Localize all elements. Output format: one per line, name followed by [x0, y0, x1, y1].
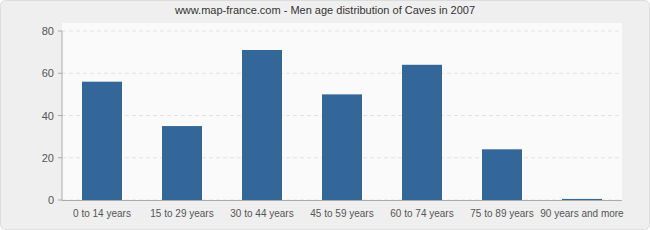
tick-mark: [58, 31, 62, 32]
bar: [162, 126, 202, 200]
bar: [402, 65, 442, 200]
category-label: 90 years and more: [540, 208, 624, 219]
bar: [322, 94, 362, 200]
bar: [482, 149, 522, 200]
tick-label: 40: [42, 110, 54, 122]
category-label: 75 to 89 years: [470, 208, 533, 219]
tick-mark: [58, 200, 62, 201]
tick-label: 80: [42, 25, 54, 37]
y-axis: [62, 31, 63, 200]
background: [1, 1, 650, 230]
category-label: 60 to 74 years: [390, 208, 453, 219]
bar: [242, 50, 282, 200]
bar: [82, 82, 122, 200]
grid-line: [62, 73, 622, 74]
bar: [562, 199, 602, 200]
tick-label: 0: [48, 194, 54, 206]
chart-container: www.map-france.com - Men age distributio…: [0, 0, 650, 230]
tick-label: 20: [42, 152, 54, 164]
tick-mark: [58, 157, 62, 158]
chart: www.map-france.com - Men age distributio…: [0, 0, 650, 230]
category-label: 0 to 14 years: [73, 208, 131, 219]
grid-line: [62, 31, 622, 32]
tick-mark: [58, 73, 62, 74]
tick-label: 60: [42, 67, 54, 79]
x-axis: [62, 200, 622, 201]
tick-mark: [58, 115, 62, 116]
plot-area: [62, 23, 622, 200]
category-label: 30 to 44 years: [230, 208, 293, 219]
category-label: 45 to 59 years: [310, 208, 373, 219]
title: www.map-france.com - Men age distributio…: [174, 4, 475, 16]
category-label: 15 to 29 years: [150, 208, 213, 219]
bars: [82, 50, 602, 200]
